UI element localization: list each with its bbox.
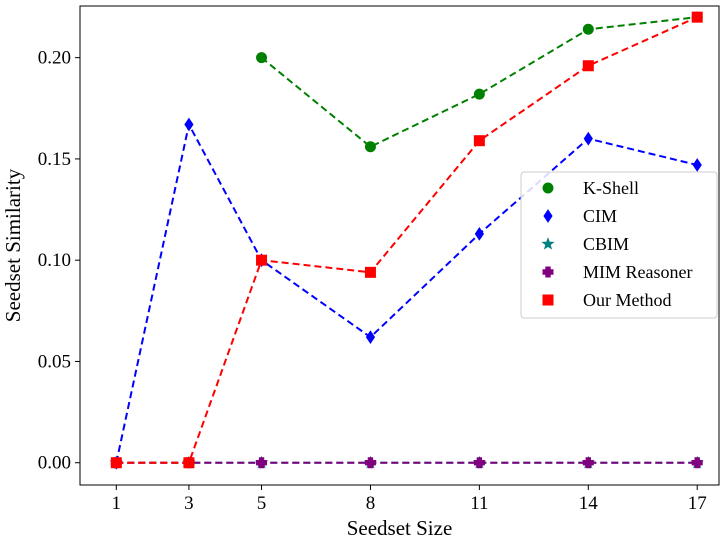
- x-tick-label: 14: [579, 493, 599, 514]
- series-our-method: [110, 11, 703, 469]
- legend-label: CBIM: [583, 234, 629, 254]
- data-point: [364, 141, 376, 153]
- series-mim-reasoner: [110, 457, 703, 469]
- legend-label: MIM Reasoner: [583, 262, 692, 282]
- data-point: [256, 457, 268, 469]
- series-line: [260, 16, 698, 148]
- legend-box: [520, 171, 718, 319]
- y-tick-label: 0.10: [38, 250, 71, 271]
- axes: 1 3 5 8 11 14 17 0.00 0.05 0.10 0.15 0.20: [38, 48, 707, 514]
- y-tick-label: 0.20: [38, 48, 71, 69]
- data-point: [364, 457, 376, 469]
- legend-marker: [542, 182, 554, 194]
- legend: K-Shell CIM CBIM MIM Reasoner Our Method: [520, 171, 718, 319]
- legend-label: Our Method: [583, 290, 672, 310]
- data-point: [364, 266, 376, 278]
- data-point: [692, 158, 702, 172]
- y-axis-label: Seedset Similarity: [1, 168, 25, 322]
- legend-marker: [542, 266, 554, 278]
- y-tick-label: 0.00: [38, 453, 71, 474]
- data-point: [256, 52, 268, 64]
- data-point: [183, 457, 195, 469]
- data-point: [473, 135, 485, 147]
- data-point: [473, 88, 485, 100]
- x-tick-label: 5: [257, 493, 267, 514]
- legend-marker: [541, 237, 555, 250]
- legend-label: CIM: [583, 206, 617, 226]
- x-axis-label: Seedset Size: [347, 516, 453, 540]
- x-tick-label: 3: [184, 493, 194, 514]
- data-point: [583, 131, 593, 146]
- data-point: [110, 457, 122, 469]
- x-tick-label: 17: [688, 493, 707, 514]
- x-tick-label: 8: [366, 493, 376, 514]
- legend-marker: [542, 294, 554, 306]
- data-point: [691, 457, 703, 469]
- series-k-shell: [256, 11, 703, 153]
- data-point: [582, 60, 594, 72]
- data-point: [365, 330, 376, 345]
- plot-frame: [79, 5, 720, 486]
- data-point: [691, 11, 703, 23]
- data-point: [582, 23, 594, 35]
- x-tick-label: 11: [470, 493, 488, 514]
- data-point: [184, 117, 194, 132]
- legend-marker: [543, 209, 553, 223]
- data-point: [256, 254, 268, 266]
- legend-label: K-Shell: [583, 178, 639, 198]
- data-point: [473, 457, 485, 469]
- plot-area: [109, 11, 704, 470]
- y-tick-label: 0.15: [38, 149, 71, 170]
- data-point: [582, 457, 594, 469]
- y-tick-label: 0.05: [38, 351, 71, 372]
- data-point: [474, 226, 484, 241]
- x-tick-label: 1: [112, 493, 122, 514]
